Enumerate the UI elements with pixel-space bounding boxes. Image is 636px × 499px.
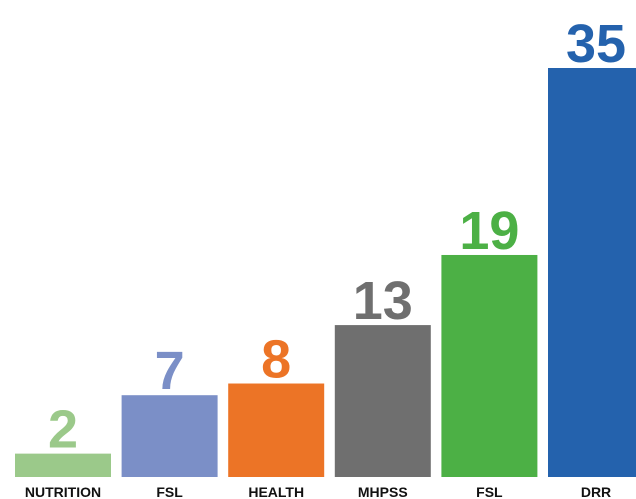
bar [548,68,636,477]
category-label: MHPSS [358,484,408,499]
value-label: 8 [261,330,291,390]
value-label: 7 [155,341,185,401]
category-label: FSL [156,484,183,499]
bar [228,383,325,477]
value-label: 13 [353,271,413,331]
bar [15,453,111,477]
bar [334,325,431,477]
category-label: NUTRITION [25,484,101,499]
category-label: FSL [476,484,503,499]
value-label: 35 [566,14,626,74]
value-label: 2 [48,400,78,460]
category-label: DRR [581,484,611,499]
bar [121,395,218,477]
category-label: HEALTH [248,484,304,499]
value-label: 19 [459,201,519,261]
bar [441,254,538,477]
